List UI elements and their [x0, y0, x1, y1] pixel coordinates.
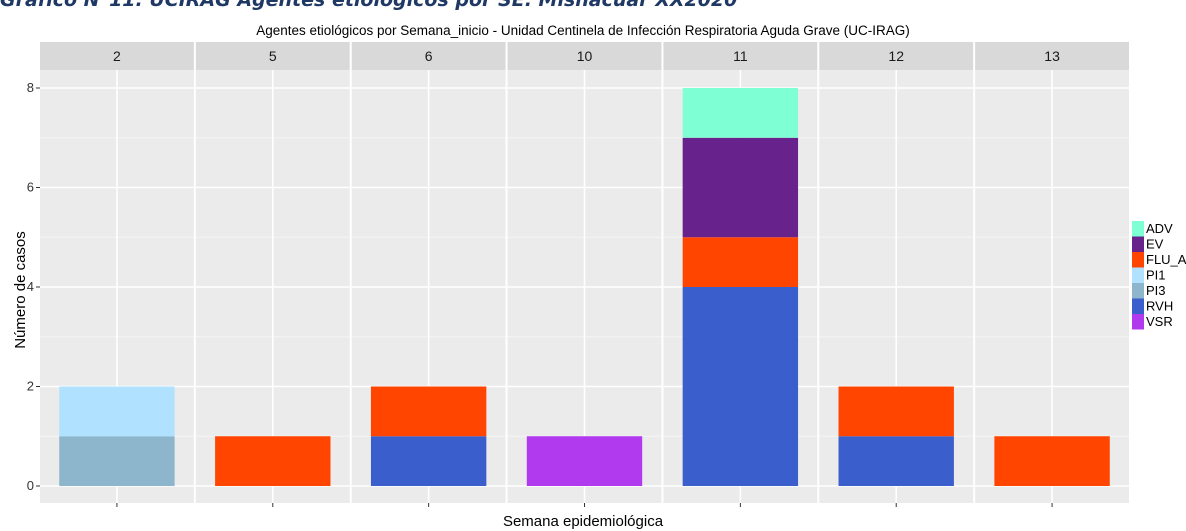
facet-panel-11: 11 — [663, 42, 818, 507]
legend-swatch — [1132, 314, 1144, 330]
legend-swatch — [1132, 267, 1144, 283]
facet-strip — [351, 42, 506, 70]
facet-label: 10 — [577, 48, 593, 64]
facet-panels: 2 5 6 10 11 12 13 — [40, 42, 1129, 507]
bar-segment-vsr — [526, 436, 643, 486]
bar-segment-ev — [682, 137, 799, 238]
facet-label: 11 — [733, 48, 748, 64]
legend-item-pi1: PI1 — [1132, 267, 1166, 283]
bar-segment-flu-a — [994, 436, 1110, 486]
bar-segment-flu-a — [215, 436, 331, 486]
facet-label: 2 — [113, 48, 121, 64]
y-tick-label: 8 — [27, 80, 34, 95]
facet-panel-6: 6 — [351, 42, 506, 507]
legend-label: VSR — [1146, 314, 1173, 329]
facet-panel-12: 12 — [819, 42, 974, 507]
legend-swatch — [1132, 236, 1144, 252]
y-tick-label: 6 — [27, 180, 34, 195]
facet-panel-2: 2 — [40, 42, 194, 507]
legend-item-flu-a: FLU_A — [1132, 252, 1186, 268]
legend-label: ADV — [1146, 221, 1173, 236]
bar-segment-rvh — [370, 436, 487, 486]
legend-item-rvh: RVH — [1132, 298, 1173, 314]
facet-label: 13 — [1044, 48, 1060, 64]
y-tick-label: 4 — [27, 279, 34, 294]
bar-segment-pi1 — [59, 386, 175, 437]
legend-label: RVH — [1146, 299, 1173, 314]
facet-strip — [40, 42, 194, 70]
facet-panel-13: 13 — [975, 42, 1129, 507]
facet-strip — [975, 42, 1129, 70]
facet-panel-10: 10 — [507, 42, 662, 507]
legend-label: PI3 — [1146, 283, 1166, 298]
bar-segment-rvh — [838, 436, 954, 486]
facet-label: 12 — [888, 48, 904, 64]
facet-label: 6 — [425, 48, 433, 64]
legend-item-ev: EV — [1132, 236, 1164, 252]
legend-swatch — [1132, 252, 1144, 268]
legend-swatch — [1132, 298, 1144, 314]
y-axis-label: Número de casos — [12, 231, 29, 349]
bar-segment-flu-a — [370, 386, 487, 437]
legend-item-vsr: VSR — [1132, 314, 1173, 330]
bar-segment-flu-a — [838, 386, 954, 437]
legend-swatch — [1132, 221, 1144, 237]
legend-label: EV — [1146, 237, 1164, 252]
y-tick-label: 2 — [27, 379, 34, 394]
y-tick-label: 0 — [27, 478, 34, 493]
legend-item-pi3: PI3 — [1132, 283, 1166, 299]
y-axis: 0 2 4 6 8 — [27, 80, 40, 493]
facet-strip — [507, 42, 662, 70]
facet-label: 5 — [269, 48, 277, 64]
facet-strip — [195, 42, 350, 70]
bar-segment-adv — [682, 88, 799, 138]
facet-panel-5: 5 — [195, 42, 350, 507]
figure-caption: Gráfico N°11. UCIRAG Agentes etiológicos… — [0, 0, 738, 11]
facet-strip — [663, 42, 818, 70]
legend-item-adv: ADV — [1132, 221, 1173, 237]
facet-strip — [819, 42, 974, 70]
x-axis-label: Semana epidemiológica — [503, 513, 664, 530]
bar-segment-pi3 — [59, 436, 175, 486]
legend-label: PI1 — [1146, 268, 1166, 283]
chart-title: Agentes etiológicos por Semana_inicio - … — [256, 23, 910, 38]
legend-label: FLU_A — [1146, 252, 1186, 267]
bar-segment-rvh — [682, 287, 799, 486]
legend-swatch — [1132, 283, 1144, 299]
bar-segment-flu-a — [682, 237, 799, 287]
